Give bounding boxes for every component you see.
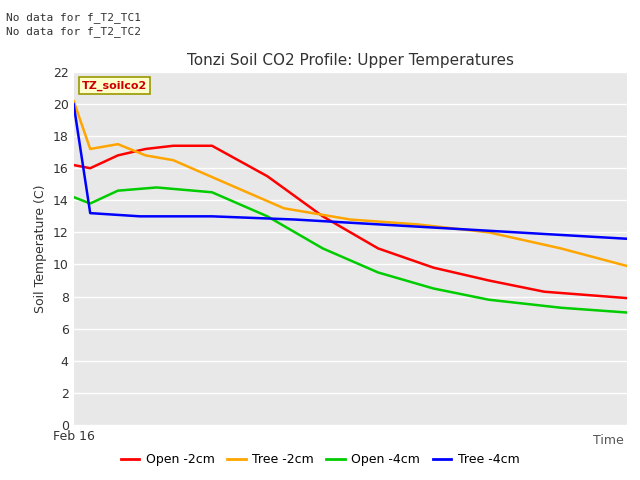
Open -4cm	[264, 214, 271, 219]
Open -2cm	[485, 277, 493, 283]
Text: TZ_soilco2: TZ_soilco2	[82, 81, 147, 91]
Tree -4cm	[136, 214, 144, 219]
Open -4cm	[114, 188, 122, 193]
Open -2cm	[264, 173, 271, 179]
Tree -2cm	[347, 216, 355, 222]
Open -4cm	[623, 310, 631, 315]
Tree -2cm	[485, 229, 493, 235]
Open -4cm	[374, 270, 382, 276]
Tree -4cm	[457, 226, 465, 232]
Tree -4cm	[86, 210, 94, 216]
Tree -2cm	[114, 141, 122, 147]
Open -2cm	[86, 165, 94, 171]
Open -4cm	[208, 190, 216, 195]
Open -4cm	[557, 305, 564, 311]
Tree -4cm	[623, 236, 631, 241]
Text: No data for f_T2_TC2: No data for f_T2_TC2	[6, 26, 141, 37]
Open -2cm	[319, 214, 326, 219]
Open -4cm	[485, 297, 493, 302]
Tree -2cm	[170, 157, 177, 163]
Open -4cm	[429, 286, 437, 291]
Tree -2cm	[86, 146, 94, 152]
Line: Open -4cm: Open -4cm	[74, 188, 627, 312]
Open -4cm	[319, 245, 326, 252]
Legend: Open -2cm, Tree -2cm, Open -4cm, Tree -4cm: Open -2cm, Tree -2cm, Open -4cm, Tree -4…	[116, 448, 524, 471]
Tree -2cm	[557, 245, 564, 252]
Text: Time: Time	[593, 434, 624, 447]
Line: Tree -2cm: Tree -2cm	[74, 101, 627, 266]
Line: Tree -4cm: Tree -4cm	[74, 104, 627, 239]
Open -2cm	[374, 245, 382, 252]
Tree -4cm	[540, 231, 548, 237]
Tree -2cm	[413, 221, 420, 227]
Open -2cm	[170, 143, 177, 149]
Tree -2cm	[623, 263, 631, 269]
Tree -4cm	[208, 214, 216, 219]
Tree -4cm	[70, 101, 77, 107]
Open -2cm	[114, 153, 122, 158]
Open -2cm	[540, 289, 548, 295]
Open -4cm	[153, 185, 161, 191]
Tree -2cm	[141, 153, 149, 158]
Tree -2cm	[280, 205, 288, 211]
Open -2cm	[623, 295, 631, 301]
Open -4cm	[70, 194, 77, 200]
Title: Tonzi Soil CO2 Profile: Upper Temperatures: Tonzi Soil CO2 Profile: Upper Temperatur…	[187, 53, 514, 68]
Open -4cm	[86, 201, 94, 206]
Tree -4cm	[291, 216, 299, 222]
Y-axis label: Soil Temperature (C): Soil Temperature (C)	[35, 184, 47, 312]
Tree -2cm	[70, 98, 77, 104]
Tree -4cm	[374, 221, 382, 227]
Line: Open -2cm: Open -2cm	[74, 146, 627, 298]
Open -2cm	[208, 143, 216, 149]
Tree -2cm	[225, 181, 232, 187]
Open -2cm	[70, 162, 77, 168]
Text: No data for f_T2_TC1: No data for f_T2_TC1	[6, 12, 141, 23]
Open -2cm	[141, 146, 149, 152]
Open -2cm	[429, 265, 437, 271]
